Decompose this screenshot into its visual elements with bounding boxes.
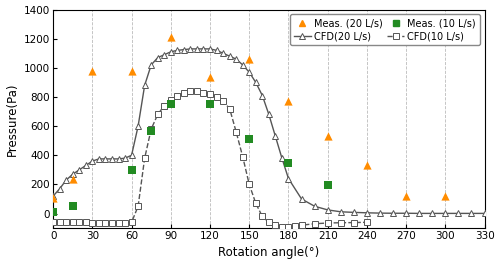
Point — [206, 74, 214, 79]
Point — [88, 69, 96, 73]
Point — [363, 163, 371, 167]
Point — [49, 210, 57, 214]
Point — [284, 99, 292, 103]
Point — [206, 102, 214, 106]
Point — [128, 69, 136, 73]
Y-axis label: Pressure(Pa): Pressure(Pa) — [6, 82, 18, 156]
Point — [68, 204, 76, 208]
Point — [245, 57, 253, 61]
Point — [147, 129, 155, 133]
Point — [49, 195, 57, 200]
Point — [324, 134, 332, 138]
Point — [68, 176, 76, 181]
Point — [167, 35, 175, 39]
Point — [167, 102, 175, 106]
Point — [402, 194, 410, 198]
Point — [324, 183, 332, 187]
Legend: Meas. (20 L/s), CFD(20 L/s), Meas. (10 L/s), CFD(10 L/s): Meas. (20 L/s), CFD(20 L/s), Meas. (10 L… — [290, 14, 480, 45]
Point — [245, 137, 253, 141]
Point — [128, 168, 136, 172]
Point — [442, 194, 450, 198]
Point — [284, 160, 292, 165]
X-axis label: Rotation angle(°): Rotation angle(°) — [218, 246, 320, 259]
